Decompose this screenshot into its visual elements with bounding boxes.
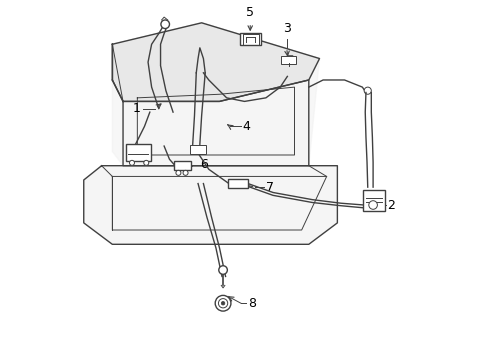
Circle shape bbox=[129, 160, 134, 165]
Circle shape bbox=[218, 266, 227, 274]
Circle shape bbox=[364, 87, 370, 94]
Polygon shape bbox=[112, 23, 319, 166]
Text: 2: 2 bbox=[386, 198, 394, 212]
Circle shape bbox=[218, 298, 227, 308]
FancyBboxPatch shape bbox=[125, 144, 150, 161]
Text: 3: 3 bbox=[283, 22, 291, 35]
Polygon shape bbox=[112, 23, 319, 102]
Text: 4: 4 bbox=[242, 120, 250, 133]
Text: 8: 8 bbox=[247, 297, 256, 310]
Circle shape bbox=[176, 170, 181, 175]
Text: 6: 6 bbox=[200, 158, 207, 171]
FancyBboxPatch shape bbox=[174, 161, 190, 170]
FancyBboxPatch shape bbox=[227, 179, 247, 188]
FancyBboxPatch shape bbox=[281, 56, 296, 64]
Circle shape bbox=[161, 20, 169, 28]
Circle shape bbox=[368, 201, 377, 209]
Circle shape bbox=[221, 301, 224, 305]
Text: 1: 1 bbox=[133, 102, 141, 115]
Text: 5: 5 bbox=[246, 6, 254, 19]
FancyBboxPatch shape bbox=[363, 190, 384, 211]
FancyBboxPatch shape bbox=[240, 33, 260, 45]
Circle shape bbox=[215, 296, 230, 311]
Circle shape bbox=[183, 170, 188, 175]
Circle shape bbox=[143, 160, 148, 165]
Polygon shape bbox=[123, 80, 308, 166]
Polygon shape bbox=[83, 166, 337, 244]
Text: 7: 7 bbox=[265, 181, 273, 194]
FancyBboxPatch shape bbox=[190, 145, 205, 154]
